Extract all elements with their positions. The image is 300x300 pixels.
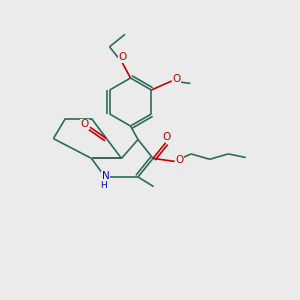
Text: O: O <box>80 119 89 129</box>
Text: O: O <box>176 155 184 165</box>
Text: O: O <box>162 132 170 142</box>
Text: O: O <box>173 74 181 84</box>
Text: O: O <box>118 52 127 62</box>
Text: N: N <box>102 171 110 182</box>
Text: H: H <box>100 181 107 190</box>
